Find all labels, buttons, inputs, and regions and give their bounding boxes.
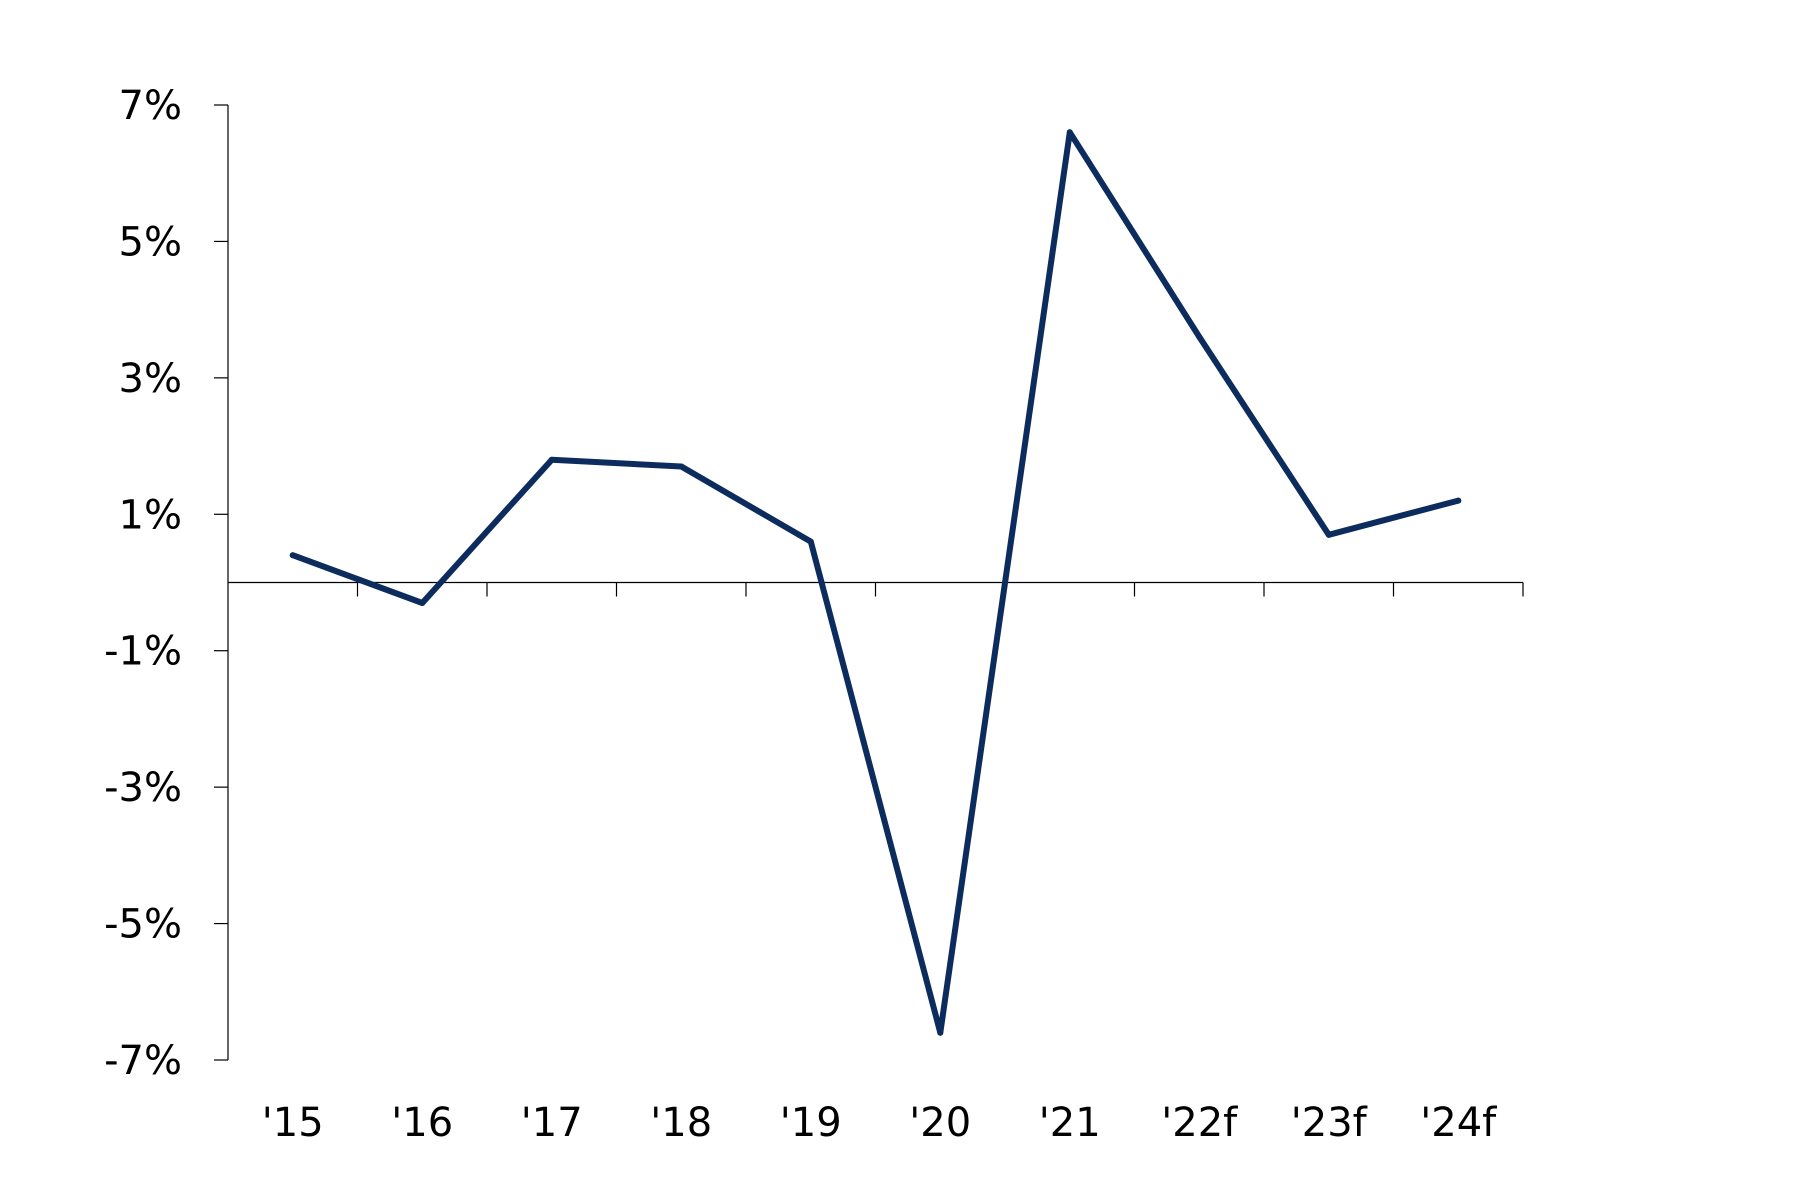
x-tick-label: '24f (1420, 1100, 1497, 1146)
data-point (1325, 531, 1332, 538)
y-tick-label: 3% (119, 356, 182, 402)
data-point (1455, 497, 1462, 504)
data-point (289, 552, 296, 559)
data-point (937, 1029, 944, 1036)
x-tick-label: '21 (1039, 1100, 1101, 1146)
x-tick-label: '23f (1291, 1100, 1368, 1146)
x-tick-label: '17 (521, 1100, 583, 1146)
y-tick-label: -3% (104, 765, 182, 811)
y-tick-label: 5% (119, 219, 182, 265)
x-axis: '15 '16 '17 '18 '19 '20 '21 '22f '23f '24f (228, 581, 1524, 1146)
x-tick-label: '16 (391, 1100, 453, 1146)
data-point (1196, 333, 1203, 340)
y-tick-label: -5% (104, 902, 182, 948)
x-tick-label: '20 (909, 1100, 971, 1146)
series-line (289, 129, 1462, 1036)
x-tick-label: '18 (650, 1100, 712, 1146)
x-tick-label: '19 (780, 1100, 842, 1146)
y-tick-label: -1% (104, 629, 182, 675)
x-tick-label: '15 (262, 1100, 324, 1146)
series-group (289, 129, 1462, 1036)
y-tick-label: -7% (104, 1038, 182, 1084)
y-tick-label: 7% (119, 83, 182, 129)
y-axis: 7% 5% 3% 1% -1% -3% -5% -7% (104, 83, 229, 1084)
data-point (678, 463, 685, 470)
data-point (419, 599, 426, 606)
data-point (807, 538, 814, 545)
data-point (548, 456, 555, 463)
x-tick-label: '22f (1161, 1100, 1238, 1146)
y-tick-label: 1% (119, 492, 182, 538)
data-point (1066, 129, 1073, 136)
